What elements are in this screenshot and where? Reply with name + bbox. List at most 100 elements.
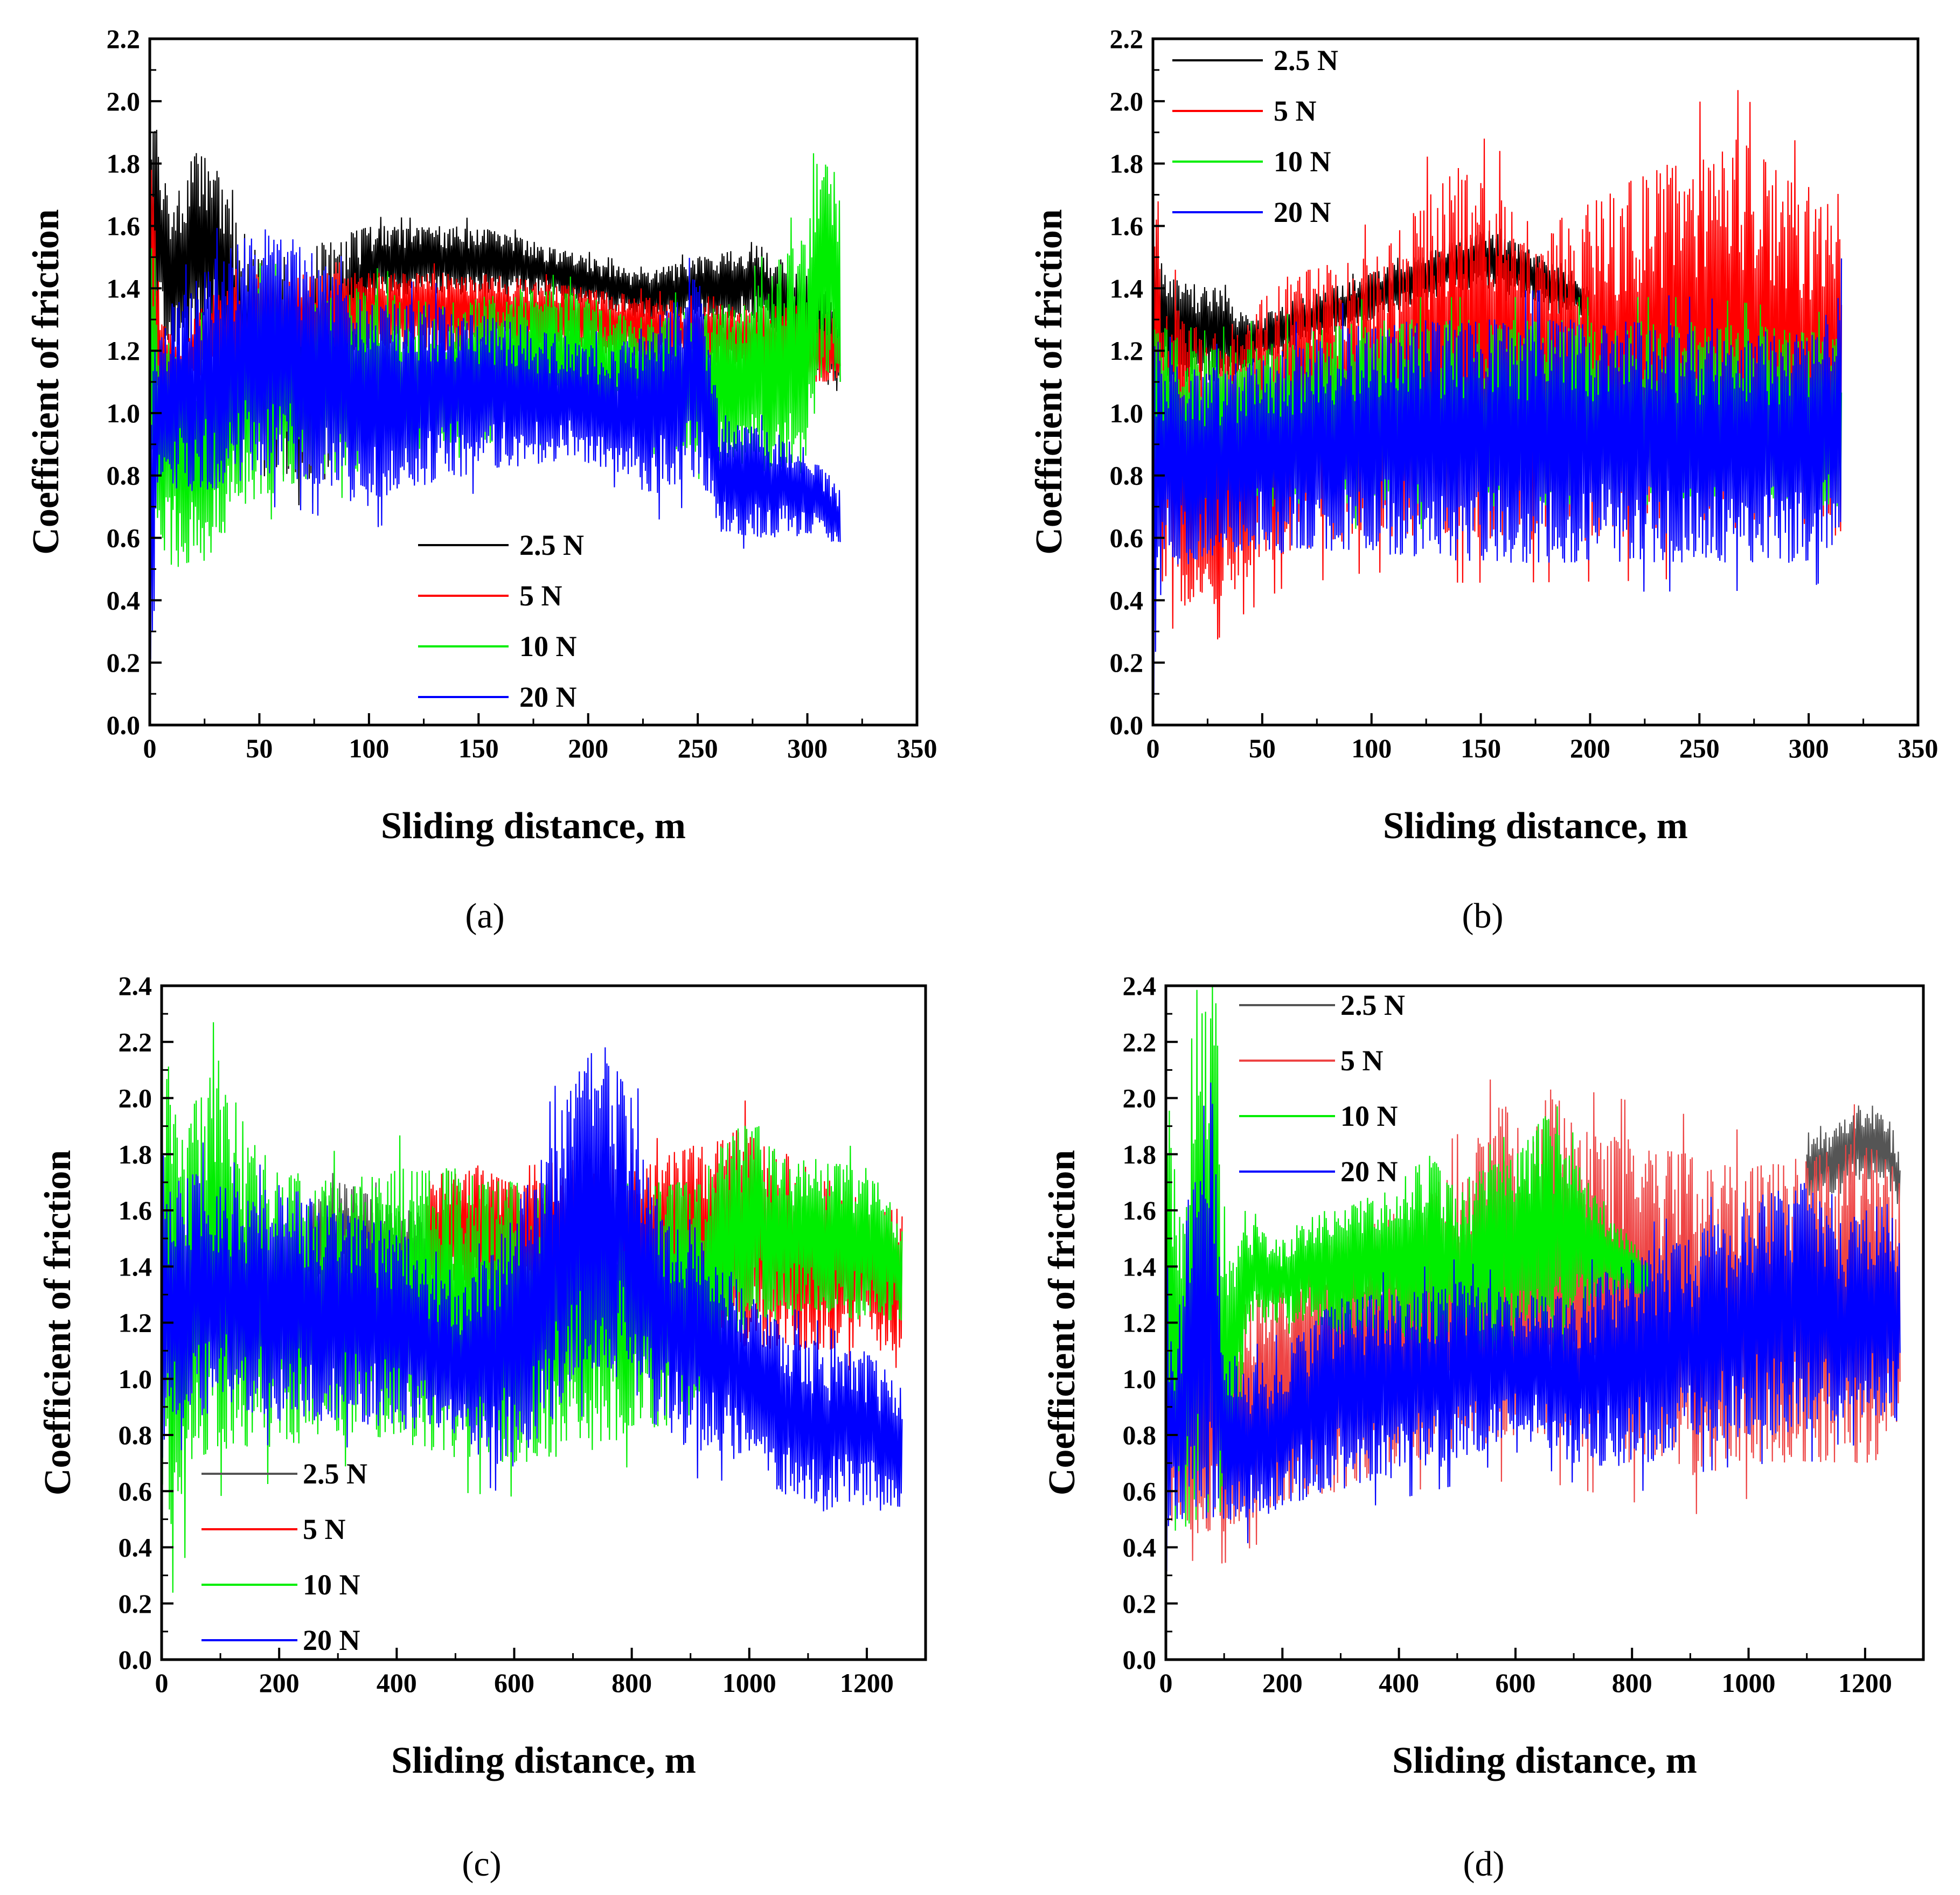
y-tick-label: 0.2 [107, 647, 141, 678]
legend-b: 2.5 N 5 N 10 N 20 N [1172, 44, 1338, 228]
legend-d: 2.5 N 5 N 10 N 20 N [1239, 989, 1405, 1188]
y-tick-label: 2.4 [1123, 971, 1157, 1001]
x-axis-title: Sliding distance, m [1383, 805, 1688, 847]
panel-caption: (a) [465, 896, 504, 936]
x-tick-label: 1000 [1722, 1668, 1776, 1698]
y-tick-label: 1.6 [1123, 1195, 1157, 1225]
series-line-b-1 [1153, 224, 1591, 384]
x-tick-label: 200 [259, 1668, 300, 1698]
y-tick-label: 1.0 [1110, 398, 1144, 428]
y-tick-label: 1.4 [1110, 273, 1144, 303]
y-tick-label: 2.0 [1123, 1083, 1157, 1113]
panel-caption: (c) [462, 1844, 501, 1884]
y-tick-label: 0.0 [107, 710, 141, 740]
y-axis-title: Coefficient of friction [1041, 1150, 1083, 1495]
series-line-b-4 [1153, 258, 1843, 698]
y-tick-label: 1.0 [107, 398, 141, 428]
y-tick-label: 1.8 [107, 149, 141, 179]
panel-caption: (d) [1463, 1844, 1505, 1884]
legend-label: 10 N [519, 630, 577, 663]
y-tick-label: 0.0 [1123, 1645, 1157, 1675]
legend-label: 5 N [1340, 1044, 1384, 1077]
x-tick-label: 800 [1612, 1668, 1652, 1698]
y-tick-label: 2.0 [107, 86, 141, 116]
legend-a: 2.5 N 5 N 10 N 20 N [418, 529, 584, 713]
x-tick-label: 200 [1570, 733, 1610, 763]
x-tick-label: 150 [1461, 733, 1501, 763]
legend-label: 2.5 N [1274, 44, 1338, 76]
y-tick-label: 0.4 [119, 1532, 152, 1563]
x-tick-label: 250 [1679, 733, 1720, 763]
x-axis-title: Sliding distance, m [1392, 1740, 1697, 1781]
series-line-d-4 [1166, 1082, 1901, 1572]
y-tick-label: 1.6 [119, 1195, 152, 1225]
y-tick-label: 2.2 [1110, 24, 1144, 54]
y-tick-label: 0.8 [107, 461, 141, 491]
chart-panel-a: 0 50 100 150 200 250 300 350 0.0 0.2 0.4 0.6 0.8 1.0 1… [25, 24, 937, 936]
y-tick-label: 1.8 [119, 1139, 152, 1169]
x-tick-label: 1200 [840, 1668, 894, 1698]
x-axis-title: Sliding distance, m [391, 1740, 696, 1781]
y-tick-label: 0.4 [1123, 1532, 1157, 1563]
legend-label: 20 N [1274, 196, 1331, 228]
series-traces-c [162, 1022, 903, 1593]
x-tick-label: 50 [246, 733, 273, 763]
x-tick-label: 0 [143, 733, 157, 763]
y-tick-label: 2.2 [1123, 1027, 1157, 1057]
y-tick-label: 0.0 [1110, 710, 1144, 740]
series-line-d-1 [1806, 1105, 1901, 1204]
x-tick-label: 100 [349, 733, 389, 763]
x-tick-label: 350 [897, 733, 937, 763]
x-tick-label: 300 [1789, 733, 1829, 763]
panels: 0 50 100 150 200 250 300 350 0.0 0.2 0.4 0.6 0.8 1.0 1… [25, 24, 1938, 1884]
x-tick-label: 250 [678, 733, 718, 763]
y-tick-label: 0.6 [1123, 1476, 1157, 1506]
legend-label: 2.5 N [1340, 989, 1405, 1021]
chart-panel-d: 0 200 400 600 800 1000 1200 0.0 0.2 0.4 0.6 0.8 1.0 1… [1041, 971, 1925, 1884]
y-tick-label: 0.4 [107, 585, 141, 615]
x-tick-label: 50 [1249, 733, 1276, 763]
x-tick-label: 100 [1351, 733, 1392, 763]
y-tick-label: 1.2 [1123, 1308, 1157, 1338]
panel-caption: (b) [1462, 896, 1504, 936]
y-tick-label: 0.2 [119, 1589, 152, 1619]
y-tick-label: 0.8 [1110, 461, 1144, 491]
x-tick-label: 1200 [1838, 1668, 1892, 1698]
y-tick-label: 0.6 [1110, 523, 1144, 553]
y-tick-label: 2.0 [119, 1083, 152, 1113]
y-tick-label: 0.6 [107, 523, 141, 553]
x-axis-title: Sliding distance, m [381, 805, 686, 847]
y-tick-label: 0.2 [1110, 647, 1144, 678]
legend-label: 10 N [1274, 145, 1331, 178]
chart-panel-b: 0 50 100 150 200 250 300 350 0.0 0.2 0.4 0.6 0.8 1.0 1… [1028, 24, 1938, 936]
legend-c: 2.5 N 5 N 10 N 20 N [201, 1458, 367, 1656]
x-tick-label: 200 [568, 733, 608, 763]
x-tick-label: 400 [377, 1668, 417, 1698]
x-tick-label: 600 [494, 1668, 534, 1698]
y-tick-label: 2.4 [119, 971, 152, 1001]
y-tick-label: 1.4 [1123, 1251, 1157, 1281]
legend-label: 5 N [1274, 95, 1317, 127]
y-tick-label: 0.6 [119, 1476, 152, 1506]
y-tick-label: 1.0 [119, 1364, 152, 1394]
y-tick-label: 1.8 [1123, 1139, 1157, 1169]
x-tick-label: 200 [1262, 1668, 1303, 1698]
y-tick-label: 2.0 [1110, 86, 1144, 116]
legend-label: 5 N [519, 580, 562, 612]
y-tick-label: 1.4 [119, 1251, 152, 1281]
series-line-d-3 [1166, 986, 1650, 1531]
legend-label: 10 N [303, 1569, 360, 1601]
x-tick-label: 600 [1495, 1668, 1535, 1698]
y-tick-label: 1.4 [107, 273, 141, 303]
y-tick-label: 2.2 [107, 24, 141, 54]
y-tick-label: 0.0 [119, 1645, 152, 1675]
y-axis-title: Coefficient of friction [1028, 209, 1070, 554]
y-tick-label: 1.0 [1123, 1364, 1157, 1394]
y-axis-title: Coefficient of friction [25, 209, 67, 554]
x-tick-label: 0 [155, 1668, 169, 1698]
y-tick-label: 1.2 [1110, 336, 1144, 366]
y-tick-label: 0.8 [119, 1420, 152, 1450]
x-tick-label: 350 [1898, 733, 1938, 763]
legend-label: 2.5 N [519, 529, 584, 561]
